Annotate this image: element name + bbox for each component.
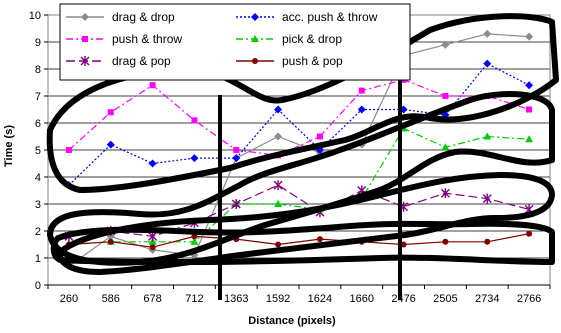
data-point bbox=[525, 32, 534, 41]
data-point bbox=[482, 193, 492, 204]
data-point bbox=[190, 154, 199, 163]
series-line bbox=[68, 62, 530, 186]
data-point bbox=[483, 132, 492, 140]
x-tick-label: 712 bbox=[185, 293, 203, 305]
data-point bbox=[274, 105, 283, 114]
series-line bbox=[68, 33, 530, 267]
x-tick-label: 2476 bbox=[391, 293, 415, 305]
data-point bbox=[232, 154, 241, 163]
y-tick-label: 5 bbox=[35, 145, 41, 157]
data-point bbox=[525, 81, 534, 90]
y-tick-label: 6 bbox=[35, 118, 41, 130]
legend-entry: pick & drop bbox=[236, 32, 342, 46]
x-tick-label: 586 bbox=[102, 293, 120, 305]
x-tick-label: 1624 bbox=[308, 293, 332, 305]
y-tick-label: 2 bbox=[35, 226, 41, 238]
x-axis-title: Distance (pixels) bbox=[248, 315, 336, 327]
legend-entry: acc. push & throw bbox=[236, 10, 378, 24]
data-point bbox=[274, 200, 283, 207]
data-point bbox=[273, 180, 283, 191]
data-point bbox=[526, 106, 533, 113]
data-point bbox=[483, 59, 492, 68]
x-tick-label: 260 bbox=[60, 293, 78, 305]
data-point bbox=[106, 140, 115, 149]
data-point bbox=[442, 238, 449, 245]
annotation-outline bbox=[50, 220, 555, 265]
data-point bbox=[190, 237, 199, 245]
legend-label: push & throw bbox=[112, 32, 182, 46]
legend-label: drag & drop bbox=[112, 10, 175, 24]
data-point bbox=[233, 147, 240, 153]
y-tick-label: 1 bbox=[35, 253, 41, 265]
legend-label: drag & pop bbox=[112, 54, 171, 68]
data-point bbox=[275, 241, 282, 248]
data-point bbox=[80, 56, 90, 66]
y-axis-title: Time (s) bbox=[3, 125, 15, 167]
data-point bbox=[483, 29, 492, 38]
data-point bbox=[274, 132, 283, 141]
y-tick-label: 3 bbox=[35, 199, 41, 211]
x-tick-label: 2505 bbox=[433, 293, 457, 305]
legend-entry: drag & drop bbox=[66, 10, 175, 24]
data-point bbox=[149, 82, 156, 89]
data-point bbox=[81, 13, 89, 21]
x-tick-label: 1592 bbox=[266, 293, 290, 305]
data-point bbox=[252, 58, 258, 64]
legend-entry: push & throw bbox=[66, 32, 182, 46]
x-tick-label: 678 bbox=[143, 293, 161, 305]
data-point bbox=[441, 143, 450, 151]
data-point bbox=[251, 13, 259, 21]
data-point bbox=[526, 230, 533, 237]
data-point bbox=[441, 40, 450, 49]
data-point bbox=[107, 238, 114, 245]
data-point bbox=[400, 241, 407, 248]
data-point bbox=[65, 147, 72, 153]
legend-entry: drag & pop bbox=[66, 54, 171, 68]
data-point bbox=[231, 199, 241, 209]
legend-entry: push & pop bbox=[236, 54, 343, 68]
x-tick-label: 2734 bbox=[475, 293, 499, 305]
data-point bbox=[149, 244, 156, 251]
data-point bbox=[440, 188, 450, 199]
y-tick-label: 9 bbox=[35, 37, 41, 49]
annotation-outline bbox=[47, 91, 555, 266]
data-point bbox=[484, 238, 491, 245]
data-point bbox=[525, 135, 534, 143]
legend-label: acc. push & throw bbox=[282, 10, 378, 24]
data-point bbox=[316, 133, 323, 140]
y-tick-label: 0 bbox=[35, 280, 41, 292]
legend-label: push & pop bbox=[282, 54, 343, 68]
x-tick-label: 1660 bbox=[350, 293, 374, 305]
data-point bbox=[82, 36, 88, 42]
data-point bbox=[358, 87, 365, 94]
series-line bbox=[68, 233, 530, 248]
data-point bbox=[191, 233, 198, 240]
y-tick-label: 4 bbox=[35, 172, 41, 184]
data-point bbox=[442, 93, 449, 99]
legend: drag & drop acc. push & throw push & throw… bbox=[59, 3, 411, 81]
x-tick-label: 2766 bbox=[517, 293, 541, 305]
data-point bbox=[191, 117, 198, 124]
y-tick-label: 7 bbox=[35, 91, 41, 103]
data-point bbox=[148, 159, 157, 168]
data-point bbox=[107, 109, 114, 116]
series-line bbox=[68, 127, 530, 246]
legend-box bbox=[59, 3, 411, 81]
y-tick-label: 8 bbox=[35, 64, 41, 76]
data-point bbox=[316, 236, 323, 243]
data-point bbox=[357, 105, 366, 114]
y-tick-label: 10 bbox=[29, 10, 41, 22]
data-point bbox=[251, 35, 259, 42]
legend-label: pick & drop bbox=[282, 32, 342, 46]
x-tick-label: 1363 bbox=[224, 293, 248, 305]
